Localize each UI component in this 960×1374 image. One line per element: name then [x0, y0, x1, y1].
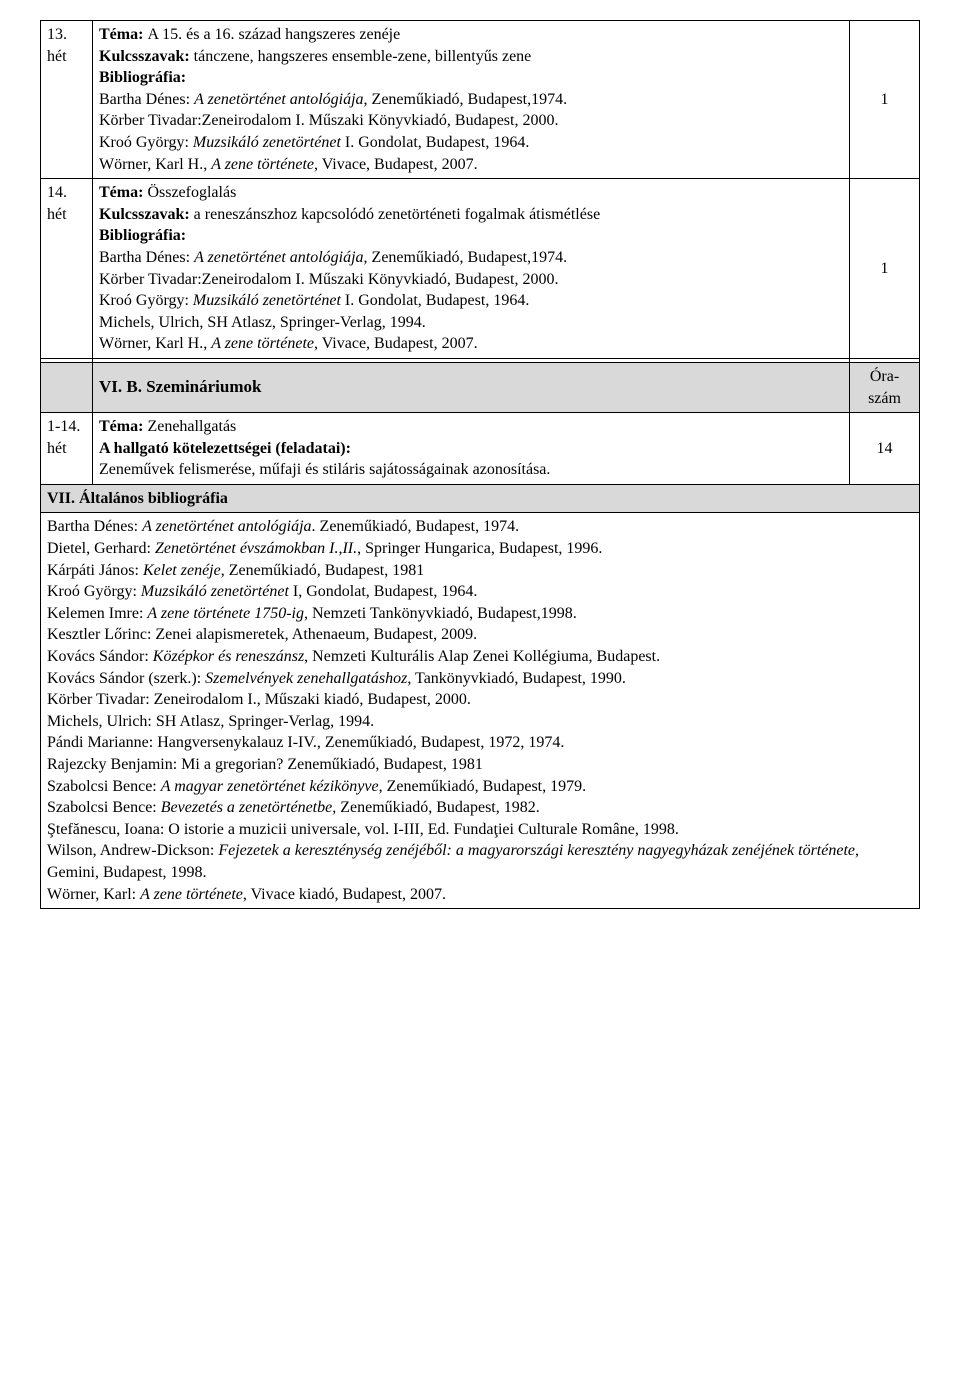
bib-author: Kelemen Imre: — [47, 605, 147, 622]
bib-author: Bartha Dénes: — [99, 249, 194, 266]
bib-author: Szabolcsi Bence: — [47, 778, 161, 795]
bib-title: Szemelvények zenehallgatáshoz — [205, 670, 407, 687]
bib-author: Wörner, Karl H., — [99, 335, 211, 352]
bib-line: Michels, Ulrich: SH Atlasz, Springer-Ver… — [47, 713, 374, 730]
seminar-week-cell: 1-14. hét — [41, 413, 93, 485]
bib-title: Bevezetés a zenetörténetbe — [161, 799, 332, 816]
bib-title: Fejezetek a kereszténység zenéjéből: a m… — [218, 842, 855, 859]
keywords-label: Kulcsszavak: — [99, 206, 190, 223]
bib-title: A zene története — [211, 156, 314, 173]
bib-rest: , Zeneműkiadó, Budapest,1974. — [364, 249, 568, 266]
bib-author: Kárpáti János: — [47, 562, 143, 579]
bib-author: Bartha Dénes: — [99, 91, 194, 108]
bib-line: Pándi Marianne: Hangversenykalauz I-IV.,… — [47, 734, 564, 751]
section-7-title-cell: VII. Általános bibliográfia — [41, 484, 920, 513]
week-14-cell: 14. hét — [41, 179, 93, 359]
bib-line: Körber Tivadar: Zeneirodalom I., Műszaki… — [47, 691, 471, 708]
bib-author: Wilson, Andrew-Dickson: — [47, 842, 218, 859]
duties-label: A hallgató kötelezettségei (feladatai): — [99, 440, 351, 457]
bib-title: Muzsikáló zenetörténet — [193, 134, 341, 151]
bib-rest: I. Gondolat, Budapest, 1964. — [341, 292, 529, 309]
bib-author: Dietel, Gerhard: — [47, 540, 155, 557]
bib-rest: , Tankönyvkiadó, Budapest, 1990. — [407, 670, 626, 687]
bib-rest: , Zeneműkiadó, Budapest, 1982. — [332, 799, 540, 816]
bib-author: Kroó György: — [99, 134, 193, 151]
topic-label: Téma: — [99, 26, 147, 43]
bib-author: Kroó György: — [99, 292, 193, 309]
seminar-hours: 14 — [850, 413, 920, 485]
section-7-title: VII. Általános bibliográfia — [47, 490, 228, 507]
bib-title: A zene története — [140, 886, 243, 903]
topic-text: A 15. és a 16. század hangszeres zenéje — [147, 26, 400, 43]
bibliography-label: Bibliográfia: — [99, 69, 186, 86]
bib-author: Kroó György: — [47, 583, 141, 600]
week-13-cell: 13. hét — [41, 21, 93, 179]
bib-rest: , Nemzeti Kulturális Alap Zenei Kollégiu… — [304, 648, 660, 665]
week-13-content: Téma: A 15. és a 16. század hangszeres z… — [93, 21, 850, 179]
bib-title: Kelet zenéje — [143, 562, 221, 579]
general-bibliography-cell: Bartha Dénes: A zenetörténet antológiája… — [41, 513, 920, 909]
topic-text: Összefoglalás — [147, 184, 236, 201]
bib-rest: , Vivace, Budapest, 2007. — [314, 335, 478, 352]
bib-author: Wörner, Karl: — [47, 886, 140, 903]
bib-line: Michels, Ulrich, SH Atlasz, Springer-Ver… — [99, 314, 426, 331]
syllabus-table: 13. hét Téma: A 15. és a 16. század hang… — [40, 20, 920, 909]
topic-label: Téma: — [99, 418, 147, 435]
bib-title: A zenetörténet antológiája — [194, 249, 363, 266]
bib-line: Rajezcky Benjamin: Mi a gregorian? Zenem… — [47, 756, 483, 773]
keywords-text: tánczene, hangszeres ensemble-zene, bill… — [190, 48, 532, 65]
bibliography-label: Bibliográfia: — [99, 227, 186, 244]
week-14-content: Téma: Összefoglalás Kulcsszavak: a renes… — [93, 179, 850, 359]
bib-line: Körber Tivadar:Zeneirodalom I. Műszaki K… — [99, 112, 558, 129]
topic-text: Zenehallgatás — [147, 418, 236, 435]
week-13-hours: 1 — [850, 21, 920, 179]
keywords-text: a reneszánszhoz kapcsolódó zenetörténeti… — [190, 206, 601, 223]
section-6-hours-header: Óra-szám — [850, 362, 920, 412]
bib-line: Kesztler Lőrinc: Zenei alapismeretek, At… — [47, 626, 477, 643]
bib-line: Ştefănescu, Ioana: O istorie a muzicii u… — [47, 821, 679, 838]
section-6-title: VI. B. Szemináriumok — [99, 377, 261, 396]
bib-title: A zenetörténet antológiája — [142, 518, 311, 535]
bib-title: A zene története — [211, 335, 314, 352]
keywords-label: Kulcsszavak: — [99, 48, 190, 65]
duties-text: Zeneművek felismerése, műfaji és stilári… — [99, 461, 550, 478]
bib-title: Muzsikáló zenetörténet — [193, 292, 341, 309]
bib-rest: , Springer Hungarica, Budapest, 1996. — [357, 540, 602, 557]
bib-title: Középkor és reneszánsz — [153, 648, 304, 665]
bib-rest: , Zeneműkiadó, Budapest,1974. — [364, 91, 568, 108]
bib-rest: , Zeneműkiadó, Budapest, 1981 — [221, 562, 425, 579]
bib-rest: I. Gondolat, Budapest, 1964. — [341, 134, 529, 151]
bib-author: Kovács Sándor: — [47, 648, 153, 665]
bib-line: Körber Tivadar:Zeneirodalom I. Műszaki K… — [99, 271, 558, 288]
bib-title: A magyar zenetörténet kézikönyve — [161, 778, 379, 795]
bib-rest: I, Gondolat, Budapest, 1964. — [289, 583, 477, 600]
bib-title: Muzsikáló zenetörténet — [141, 583, 289, 600]
bib-title: A zenetörténet antológiája — [194, 91, 363, 108]
bib-author: Bartha Dénes: — [47, 518, 142, 535]
seminar-content: Téma: Zenehallgatás A hallgató kötelezet… — [93, 413, 850, 485]
bib-rest: , Vivace kiadó, Budapest, 2007. — [243, 886, 446, 903]
bib-author: Szabolcsi Bence: — [47, 799, 161, 816]
bib-rest: , Zeneműkiadó, Budapest, 1979. — [379, 778, 587, 795]
section-6-title-cell: VI. B. Szemináriumok — [93, 362, 850, 412]
bib-author: Kovács Sándor (szerk.): — [47, 670, 205, 687]
bib-rest: , Nemzeti Tankönyvkiadó, Budapest,1998. — [304, 605, 577, 622]
bib-title: Zenetörténet évszámokban I.,II. — [155, 540, 357, 557]
week-14-hours: 1 — [850, 179, 920, 359]
bib-title: A zene története 1750-ig — [147, 605, 304, 622]
bib-rest: . Zeneműkiadó, Budapest, 1974. — [312, 518, 520, 535]
bib-author: Wörner, Karl H., — [99, 156, 211, 173]
section-6-left — [41, 362, 93, 412]
topic-label: Téma: — [99, 184, 147, 201]
bib-rest: , Vivace, Budapest, 2007. — [314, 156, 478, 173]
